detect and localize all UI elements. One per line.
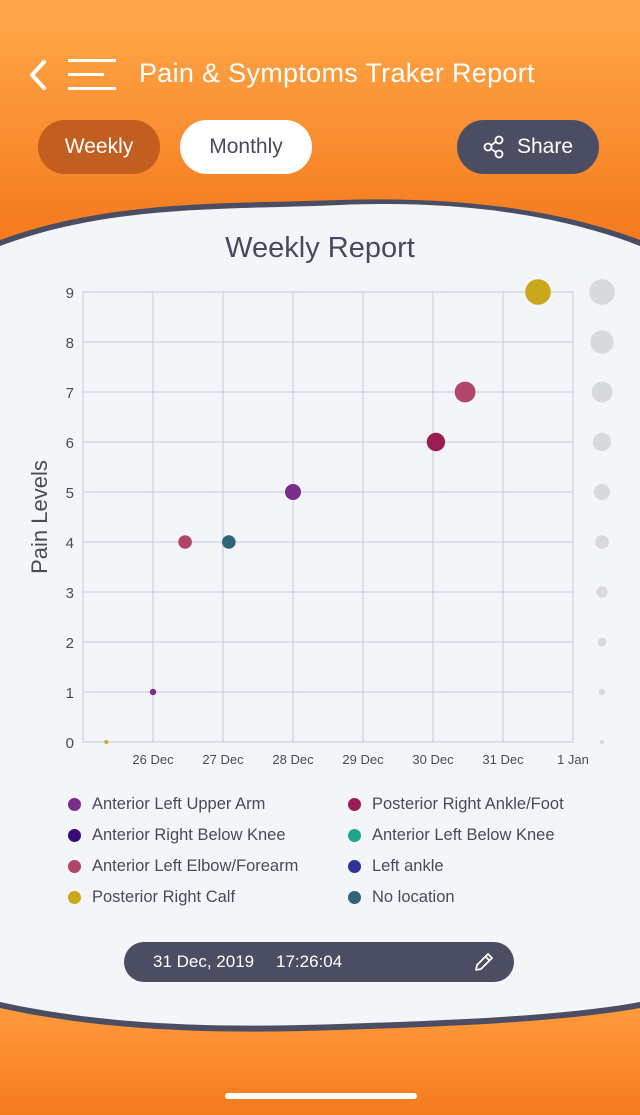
x-tick-label: 31 Dec	[482, 752, 524, 767]
data-point	[454, 381, 476, 403]
legend-swatch	[348, 798, 361, 811]
legend-item: Anterior Right Below Knee	[68, 826, 286, 845]
tab-monthly[interactable]: Monthly	[180, 120, 312, 174]
chart-title: Weekly Report	[225, 232, 415, 264]
y-tick-label: 9	[66, 285, 74, 302]
legend-label: Posterior Right Ankle/Foot	[372, 795, 564, 813]
plot-frame	[82, 291, 574, 743]
legend-swatch	[68, 891, 81, 904]
legend-item: Anterior Left Upper Arm	[68, 795, 265, 814]
page-title: Pain & Symptoms Traker Report	[139, 58, 535, 88]
header-background	[0, 0, 640, 246]
legend-swatch	[68, 860, 81, 873]
y-tick-label: 5	[66, 485, 74, 502]
x-tick-label: 30 Dec	[412, 752, 454, 767]
data-point	[104, 740, 109, 744]
data-point	[222, 535, 236, 549]
home-indicator[interactable]	[225, 1093, 417, 1099]
data-point	[426, 432, 446, 452]
y-tick-label: 7	[66, 385, 74, 402]
footer	[0, 996, 640, 1115]
size-scale-dot	[595, 535, 609, 549]
legend-swatch	[348, 829, 361, 842]
y-tick-label: 0	[66, 735, 74, 752]
x-tick-label: 28 Dec	[272, 752, 314, 767]
legend-label: Anterior Left Below Knee	[372, 826, 555, 844]
share-button[interactable]: Share	[457, 120, 599, 174]
pencil-icon[interactable]	[472, 950, 496, 974]
legend-label: Left ankle	[372, 857, 444, 875]
size-scale-dot	[600, 740, 604, 744]
data-point	[285, 484, 301, 500]
size-scale-dot	[597, 637, 607, 647]
legend-swatch	[348, 891, 361, 904]
size-scale-dot	[594, 484, 610, 500]
legend-item: Left ankle	[348, 857, 444, 876]
y-tick-label: 1	[66, 685, 74, 702]
legend-label: Anterior Left Upper Arm	[92, 795, 266, 813]
legend-label: Anterior Right Below Knee	[92, 826, 286, 844]
y-tick-label: 4	[66, 535, 74, 552]
y-tick-label: 8	[66, 335, 74, 352]
legend-item: Posterior Right Calf	[68, 888, 235, 907]
legend-label: Posterior Right Calf	[92, 888, 236, 906]
back-chevron-icon[interactable]	[22, 56, 54, 94]
legend-label: No location	[372, 888, 455, 906]
size-scale-dot	[596, 586, 608, 598]
size-scale-dot	[589, 279, 615, 305]
legend-swatch	[348, 860, 361, 873]
report-date-bar: 31 Dec, 2019 17:26:04	[124, 942, 514, 982]
report-time: 17:26:04	[276, 952, 343, 971]
data-point	[525, 279, 551, 305]
size-scale-dot	[590, 330, 614, 354]
size-scale-dot	[598, 688, 606, 696]
y-tick-label: 6	[66, 435, 74, 452]
tab-weekly[interactable]: Weekly	[38, 120, 160, 174]
legend-item: No location	[348, 888, 455, 907]
share-label: Share	[516, 135, 574, 158]
legend-item: Posterior Right Ankle/Foot	[348, 795, 564, 814]
y-tick-label: 2	[66, 635, 74, 652]
data-point	[178, 535, 192, 549]
x-tick-label: 27 Dec	[202, 752, 244, 767]
legend-swatch	[68, 829, 81, 842]
legend-swatch	[68, 798, 81, 811]
data-point	[149, 688, 157, 696]
report-date: 31 Dec, 2019	[153, 952, 255, 971]
x-tick-label: 26 Dec	[132, 752, 174, 767]
footer-background	[0, 1002, 640, 1115]
legend-item: Anterior Left Below Knee	[348, 826, 555, 845]
pain-scatter-chart: 0 1 2 3 4 5 6 7 8 9 26 Dec 27 Dec 28 Dec 29 Dec 30 Dec…	[27, 279, 615, 767]
x-tick-label: 29 Dec	[342, 752, 384, 767]
share-icon	[483, 135, 504, 159]
legend-item: Anterior Left Elbow/Forearm	[68, 857, 298, 876]
y-axis-label: Pain Levels	[27, 460, 52, 574]
header: Pain & Symptoms Traker Report Weekly Mon…	[0, 0, 640, 260]
size-scale-dot	[591, 381, 613, 403]
legend-label: Anterior Left Elbow/Forearm	[92, 857, 299, 875]
hamburger-menu-icon[interactable]	[66, 56, 118, 94]
x-tick-label: 1 Jan	[557, 752, 589, 767]
y-tick-label: 3	[66, 585, 74, 602]
size-scale-dot	[592, 432, 612, 452]
